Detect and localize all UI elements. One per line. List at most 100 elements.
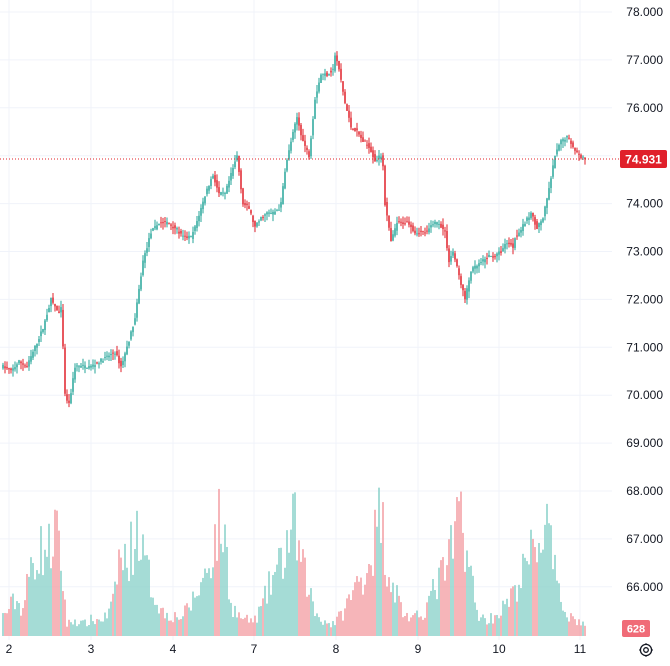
candle-body xyxy=(516,235,518,237)
volume-bar xyxy=(150,597,152,636)
volume-bar xyxy=(66,626,68,636)
volume-bar xyxy=(32,563,34,636)
time-axis[interactable]: 2 3 4 7 8 9 10 11 xyxy=(6,642,587,656)
volume-bar xyxy=(462,532,464,636)
volume-bar xyxy=(180,619,182,636)
candle-body xyxy=(46,314,48,321)
candle-body xyxy=(340,68,342,80)
candle-body xyxy=(198,215,200,222)
volume-bar xyxy=(298,540,300,636)
x-tick-label: 2 xyxy=(6,642,13,656)
candle-body xyxy=(290,141,292,151)
candle-body xyxy=(528,217,530,220)
chart-settings-button[interactable] xyxy=(636,641,656,659)
volume-bar xyxy=(238,612,240,636)
volume-bar xyxy=(494,615,496,636)
candle-body xyxy=(294,123,296,133)
candle-body xyxy=(10,368,12,371)
volume-bar xyxy=(388,577,390,636)
candle-body xyxy=(498,251,500,255)
volume-bar xyxy=(124,543,126,636)
candle-body xyxy=(502,248,504,252)
candle-body xyxy=(522,224,524,232)
candle-body xyxy=(298,117,300,126)
volume-bar xyxy=(244,617,246,636)
volume-bar xyxy=(138,560,140,636)
volume-bar xyxy=(410,617,412,636)
candle-body xyxy=(70,393,72,404)
candle-body xyxy=(358,131,360,135)
candle-body xyxy=(186,236,188,238)
volume-bar xyxy=(314,616,316,636)
volume-bar xyxy=(336,616,338,636)
candle-body xyxy=(146,248,148,253)
candle-body xyxy=(140,276,142,290)
volume-bar xyxy=(302,549,304,636)
volume-bar xyxy=(370,565,372,636)
candle-body xyxy=(196,221,198,228)
candle-body xyxy=(326,72,328,76)
candle-body xyxy=(370,146,372,153)
volume-bar xyxy=(260,606,262,636)
candle-body xyxy=(44,320,46,331)
candle-body xyxy=(318,82,320,92)
candle-body xyxy=(412,225,414,231)
candle-body xyxy=(484,259,486,263)
candle-body xyxy=(252,215,254,223)
candle-body xyxy=(98,363,100,365)
candle-body xyxy=(32,351,34,358)
volume-bar xyxy=(384,574,386,636)
candle-body xyxy=(64,347,66,394)
candle-body xyxy=(176,228,178,230)
candle-body xyxy=(4,366,6,369)
candle-body xyxy=(532,212,534,217)
volume-bar xyxy=(486,624,488,636)
volume-bar xyxy=(402,617,404,636)
volume-bar xyxy=(120,557,122,636)
candle-body xyxy=(88,366,90,369)
candle-body xyxy=(102,361,104,363)
volume-bar xyxy=(326,623,328,636)
candle-body xyxy=(462,284,464,291)
volume-bar xyxy=(58,530,60,636)
candle-body xyxy=(206,188,208,195)
volume-bar xyxy=(414,613,416,636)
candle-body xyxy=(580,154,582,159)
candle-body xyxy=(374,154,376,162)
volume-bar xyxy=(568,621,570,636)
volume-bar xyxy=(522,553,524,636)
candle-body xyxy=(58,311,60,314)
volume-bar xyxy=(356,576,358,636)
volume-bar xyxy=(242,619,244,636)
candle-body xyxy=(40,331,42,337)
candle-body xyxy=(366,144,368,146)
volume-bar xyxy=(4,612,6,636)
price-axis[interactable]: 78.00077.00076.00075.00074.00073.00072.0… xyxy=(626,5,663,594)
volume-bar xyxy=(248,622,250,636)
volume-bar xyxy=(16,601,18,636)
volume-bar xyxy=(524,557,526,636)
volume-bar xyxy=(364,584,366,636)
volume-bar xyxy=(482,614,484,636)
volume-bar xyxy=(168,620,170,636)
volume-bar xyxy=(584,625,586,636)
volume-bar xyxy=(282,578,284,636)
y-tick-label: 76.000 xyxy=(626,101,663,115)
candle-body xyxy=(214,175,216,183)
volume-bar xyxy=(340,610,342,636)
candle-body xyxy=(572,142,574,148)
candle-body xyxy=(242,188,244,205)
volume-bar xyxy=(234,605,236,636)
candle-body xyxy=(328,73,330,75)
volume-bar xyxy=(460,491,462,636)
candle-body xyxy=(408,221,410,225)
candle-body xyxy=(392,234,394,241)
volume-bar xyxy=(378,487,380,636)
volume-bar xyxy=(56,510,58,636)
candle-body xyxy=(54,304,56,307)
volume-bar xyxy=(390,592,392,636)
candle-body xyxy=(330,70,332,73)
volume-bar xyxy=(372,575,374,636)
